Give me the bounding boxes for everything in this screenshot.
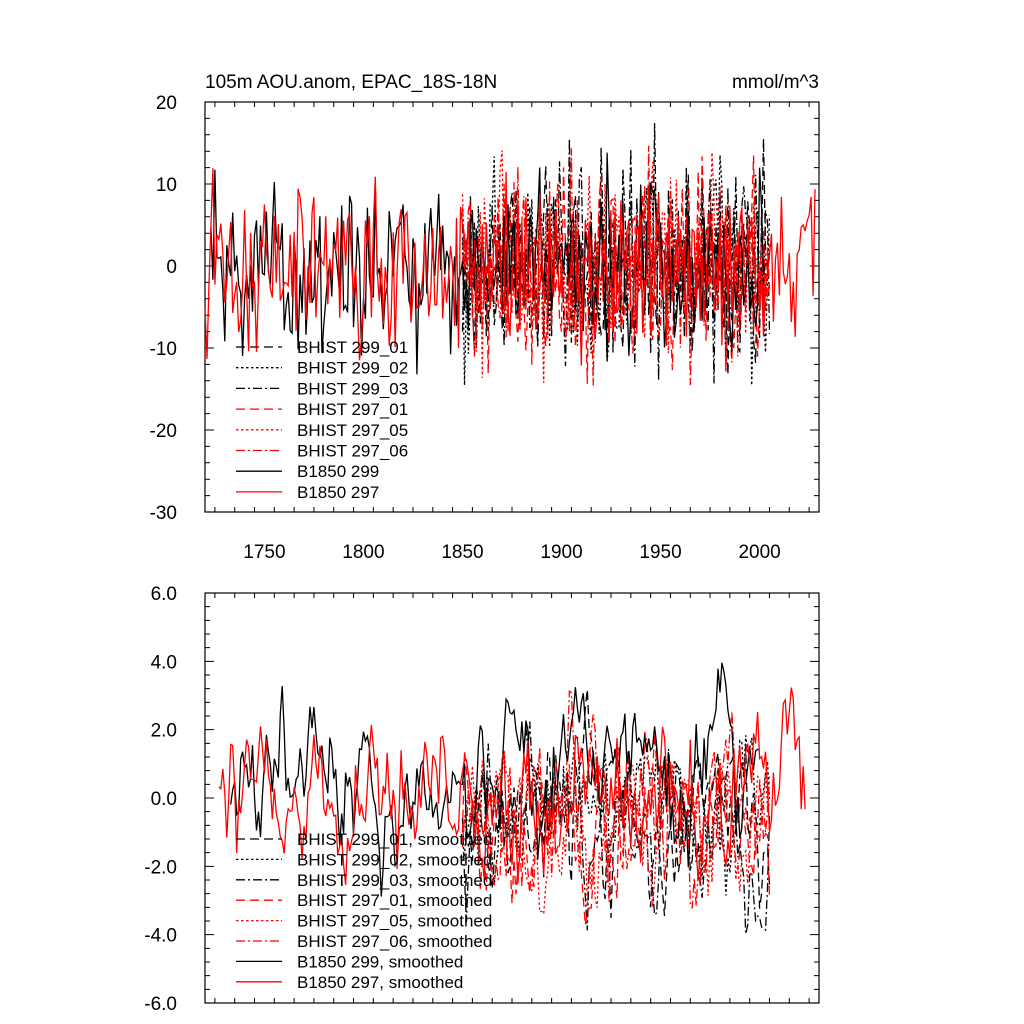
legend-label: B1850 297, smoothed <box>297 973 463 992</box>
x-tick-label: 1900 <box>540 542 582 563</box>
y-tick-labels: 6.0 4.0 2.0 0.0 -2.0 -4.0 -6.0 <box>144 584 177 1015</box>
y-tick-label: -6.0 <box>144 994 177 1015</box>
legend-label: BHIST 299_02 <box>297 359 408 378</box>
series-line <box>461 750 771 916</box>
legend-label: BHIST 299_02, smoothed <box>297 850 492 869</box>
legend-label: BHIST 299_01 <box>297 338 408 357</box>
tick-marks <box>205 592 819 1004</box>
legend-label: BHIST 299_03, smoothed <box>297 871 492 890</box>
x-tick-label: 1950 <box>639 542 681 563</box>
y-tick-label: -4.0 <box>144 926 177 947</box>
tick-marks <box>205 101 819 513</box>
y-tick-label: 0 <box>166 257 177 278</box>
legend-label: BHIST 297_01 <box>297 400 408 419</box>
chart-panel-aou: 105m AOU.anom, EPAC_18S-18N mmol/m^3 20 1… <box>150 72 820 563</box>
y-tick-label: -30 <box>150 503 177 524</box>
x-tick-label: 1850 <box>441 542 483 563</box>
chart-panel-smoothed: 6.0 4.0 2.0 0.0 -2.0 -4.0 -6.0 BHIST 299_01, s… <box>144 584 820 1015</box>
legend-label: BHIST 297_05 <box>297 421 408 440</box>
chart-units: mmol/m^3 <box>732 72 819 93</box>
series-line <box>461 150 771 383</box>
legend-label: B1850 297 <box>297 483 379 502</box>
series-line <box>461 148 771 386</box>
series-lines <box>204 122 816 386</box>
chart-title: 105m AOU.anom, EPAC_18S-18N <box>205 72 497 93</box>
y-tick-label: 2.0 <box>151 721 177 742</box>
y-tick-label: -20 <box>150 421 177 442</box>
y-tick-label: 0.0 <box>151 789 177 810</box>
legend-label: BHIST 297_06, smoothed <box>297 932 492 951</box>
series-line <box>461 733 771 926</box>
x-tick-labels: 1750 1800 1850 1900 1950 2000 <box>243 542 780 563</box>
y-tick-label: -2.0 <box>144 857 177 878</box>
legend-label: B1850 299 <box>297 462 379 481</box>
series-line <box>218 687 806 885</box>
x-tick-label: 1800 <box>342 542 384 563</box>
y-tick-label: 10 <box>156 175 177 196</box>
legend-label: B1850 299, smoothed <box>297 952 463 971</box>
y-tick-label: -10 <box>150 339 177 360</box>
y-tick-label: 20 <box>156 93 177 114</box>
legend-label: BHIST 297_05, smoothed <box>297 912 492 931</box>
series-lines <box>218 662 806 935</box>
legend-label: BHIST 299_03 <box>297 379 408 398</box>
series-line <box>204 168 816 366</box>
axis-ticks <box>205 101 819 513</box>
legend-label: BHIST 297_06 <box>297 442 408 461</box>
series-line <box>461 689 771 909</box>
legend-label: BHIST 297_01, smoothed <box>297 891 492 910</box>
x-tick-label: 1750 <box>243 542 285 563</box>
series-line <box>461 689 771 919</box>
x-tick-label: 2000 <box>738 542 780 563</box>
legend-label: BHIST 299_01, smoothed <box>297 830 492 849</box>
axis-ticks <box>205 592 819 1004</box>
y-tick-label: 4.0 <box>151 652 177 673</box>
y-tick-label: 6.0 <box>151 584 177 605</box>
y-tick-labels: 20 10 0 -10 -20 -30 <box>150 93 177 524</box>
series-line <box>461 145 771 384</box>
